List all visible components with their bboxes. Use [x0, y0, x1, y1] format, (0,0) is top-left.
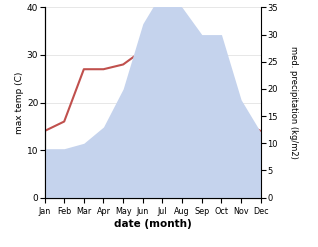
Y-axis label: med. precipitation (kg/m2): med. precipitation (kg/m2) — [289, 46, 298, 159]
Y-axis label: max temp (C): max temp (C) — [15, 71, 24, 134]
X-axis label: date (month): date (month) — [114, 219, 191, 229]
